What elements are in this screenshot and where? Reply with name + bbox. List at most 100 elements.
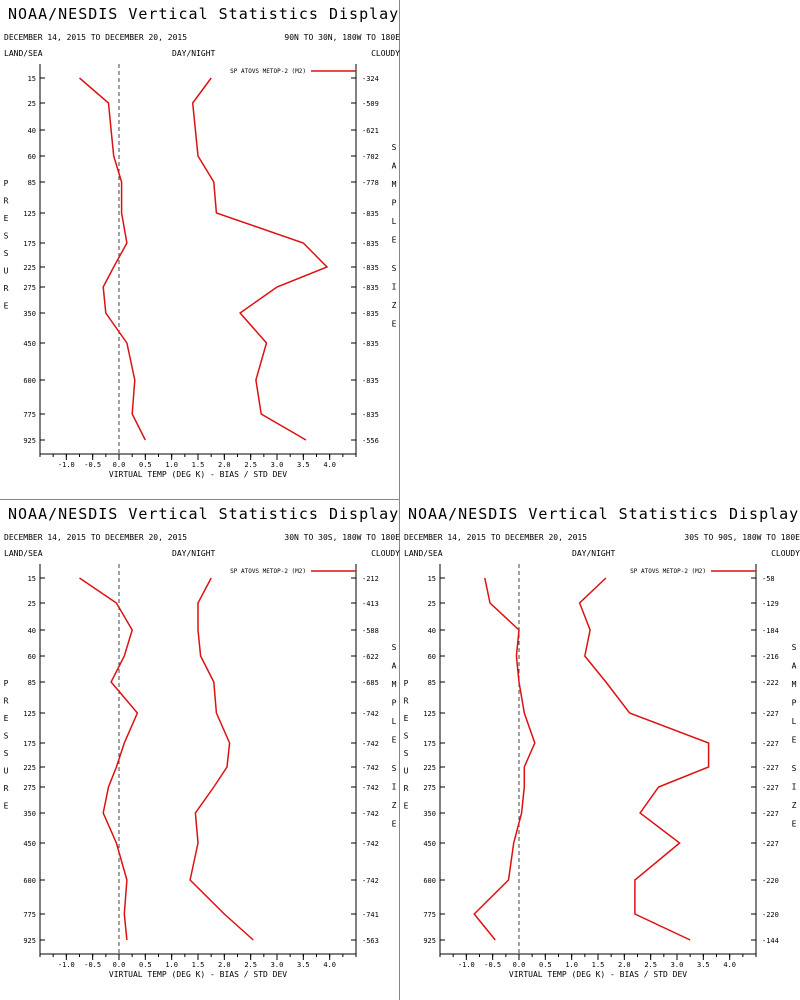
pressure-level-label: 925 <box>23 937 36 945</box>
pressure-level-label: 225 <box>23 764 36 772</box>
x-tick-label: 2.5 <box>244 961 257 969</box>
y2-axis-label-letter: S <box>392 143 397 152</box>
pressure-level-label: 25 <box>428 600 436 608</box>
sample-size-label: -129 <box>762 600 779 608</box>
pressure-level-label: 125 <box>423 710 436 718</box>
x-tick-label: 2.0 <box>218 461 231 469</box>
land-sea-label: LAND/SEA <box>4 49 43 58</box>
pressure-level-label: 600 <box>423 877 436 885</box>
sample-size-label: -509 <box>362 100 379 108</box>
y2-axis-label-letter: P <box>392 199 397 208</box>
pressure-level-label: 775 <box>423 911 436 919</box>
y2-axis-label-letter: Z <box>392 301 397 310</box>
x-tick-label: 0.5 <box>539 961 552 969</box>
x-tick-label: -1.0 <box>458 961 475 969</box>
pressure-level-label: 450 <box>23 840 36 848</box>
region-label: 30N TO 30S, 180W TO 180E <box>284 533 400 542</box>
empty-panel <box>400 0 800 500</box>
sample-size-label: -413 <box>362 600 379 608</box>
day-night-label: DAY/NIGHT <box>572 549 616 558</box>
chart-tropics: -1.0 -0.5 0.0 0.5 1.0 1.5 2.0 2.5 3.0 3.5 4.0 VIRTU… <box>4 564 397 979</box>
y2-axis-label-letter: E <box>792 736 797 745</box>
x-axis-label: VIRTUAL TEMP (DEG K) - BIAS / STD DEV <box>509 970 687 979</box>
y2-axis-label-letter: M <box>792 680 797 689</box>
x-tick-label: 4.0 <box>323 461 336 469</box>
sample-size-label: -685 <box>362 679 379 687</box>
x-axis-label: VIRTUAL TEMP (DEG K) - BIAS / STD DEV <box>109 970 287 979</box>
date-range: DECEMBER 14, 2015 TO DECEMBER 20, 2015 <box>4 533 188 542</box>
y2-axis-label-letter: L <box>792 717 797 726</box>
x-tick-label: 4.0 <box>723 961 736 969</box>
sample-size-label: -778 <box>362 179 379 187</box>
y2-axis-label-letter: L <box>392 217 397 226</box>
x-tick-label: 0.0 <box>113 961 126 969</box>
cloudy-label: CLOUDY <box>771 549 800 558</box>
y2-axis-label-letter: I <box>392 283 397 292</box>
sample-size-label: -227 <box>762 784 779 792</box>
pressure-level-label: 40 <box>28 127 36 135</box>
x-tick-label: -1.0 <box>58 961 75 969</box>
x-tick-label: 0.5 <box>139 961 152 969</box>
y2-axis-label-letter: S <box>792 764 797 773</box>
pressure-level-label: 350 <box>23 310 36 318</box>
pressure-level-label: 175 <box>23 240 36 248</box>
sample-size-label: -220 <box>762 911 779 919</box>
pressure-level-label: 60 <box>28 153 36 161</box>
chart-nh: -1.0 -0.5 0.0 0.5 1.0 1.5 2.0 2.5 3.0 3.5 4.0 VIRTU… <box>4 64 397 479</box>
sample-size-label: -835 <box>362 411 379 419</box>
y-axis-label-letter: S <box>4 749 9 758</box>
pressure-level-label: 600 <box>23 377 36 385</box>
land-sea-label: LAND/SEA <box>4 549 43 558</box>
pressure-level-label: 40 <box>428 627 436 635</box>
panel-title: NOAA/NESDIS Vertical Statistics Display <box>8 505 400 523</box>
pressure-level-label: 40 <box>28 627 36 635</box>
x-tick-label: 1.0 <box>165 961 178 969</box>
x-tick-label: 0.0 <box>513 961 526 969</box>
sample-size-label: -835 <box>362 377 379 385</box>
y2-axis-label-letter: E <box>792 820 797 829</box>
date-range: DECEMBER 14, 2015 TO DECEMBER 20, 2015 <box>404 533 588 542</box>
date-range: DECEMBER 14, 2015 TO DECEMBER 20, 2015 <box>4 33 188 42</box>
y2-axis-label-letter: P <box>792 699 797 708</box>
pressure-level-label: 275 <box>423 784 436 792</box>
sample-size-label: -227 <box>762 810 779 818</box>
x-tick-label: 3.0 <box>671 961 684 969</box>
sample-size-label: -835 <box>362 284 379 292</box>
sample-size-label: -835 <box>362 310 379 318</box>
y-axis-label-letter: S <box>4 732 9 741</box>
y2-axis-label-letter: A <box>392 162 397 171</box>
sample-size-label: -742 <box>362 764 379 772</box>
y-axis-label-letter: E <box>4 714 9 723</box>
y2-axis-label-letter: E <box>392 736 397 745</box>
region-label: 30S TO 90S, 180W TO 180E <box>684 533 800 542</box>
y-axis-label-letter: S <box>4 249 9 258</box>
region-label: 90N TO 30N, 180W TO 180E <box>284 33 400 42</box>
chart-panel-sh: NOAA/NESDIS Vertical Statistics Display … <box>400 500 800 1000</box>
stddev-series-line <box>191 77 329 441</box>
sample-size-label: -702 <box>362 153 379 161</box>
stddev-series-line <box>578 577 710 941</box>
y2-axis-label-letter: Z <box>392 801 397 810</box>
pressure-level-label: 450 <box>423 840 436 848</box>
y-axis-label-letter: E <box>4 802 9 811</box>
legend-label: SP ATOVS METOP-2 (M2) <box>230 68 306 75</box>
pressure-level-label: 60 <box>28 653 36 661</box>
x-tick-label: -0.5 <box>84 961 101 969</box>
y2-axis-label-letter: E <box>392 820 397 829</box>
cloudy-label: CLOUDY <box>371 49 400 58</box>
y2-axis-label-letter: A <box>392 662 397 671</box>
y2-axis-label-letter: S <box>792 643 797 652</box>
pressure-level-label: 85 <box>28 679 36 687</box>
sample-size-label: -742 <box>362 840 379 848</box>
sample-size-label: -58 <box>762 575 775 583</box>
x-tick-label: 4.0 <box>323 961 336 969</box>
sample-size-label: -742 <box>362 877 379 885</box>
y2-axis-label-letter: I <box>392 783 397 792</box>
land-sea-label: LAND/SEA <box>404 549 443 558</box>
y2-axis-label-letter: Z <box>792 801 797 810</box>
pressure-level-label: 15 <box>428 575 436 583</box>
x-tick-label: 1.0 <box>165 461 178 469</box>
sample-size-label: -227 <box>762 710 779 718</box>
x-tick-label: 0.0 <box>113 461 126 469</box>
sample-size-label: -556 <box>362 437 379 445</box>
